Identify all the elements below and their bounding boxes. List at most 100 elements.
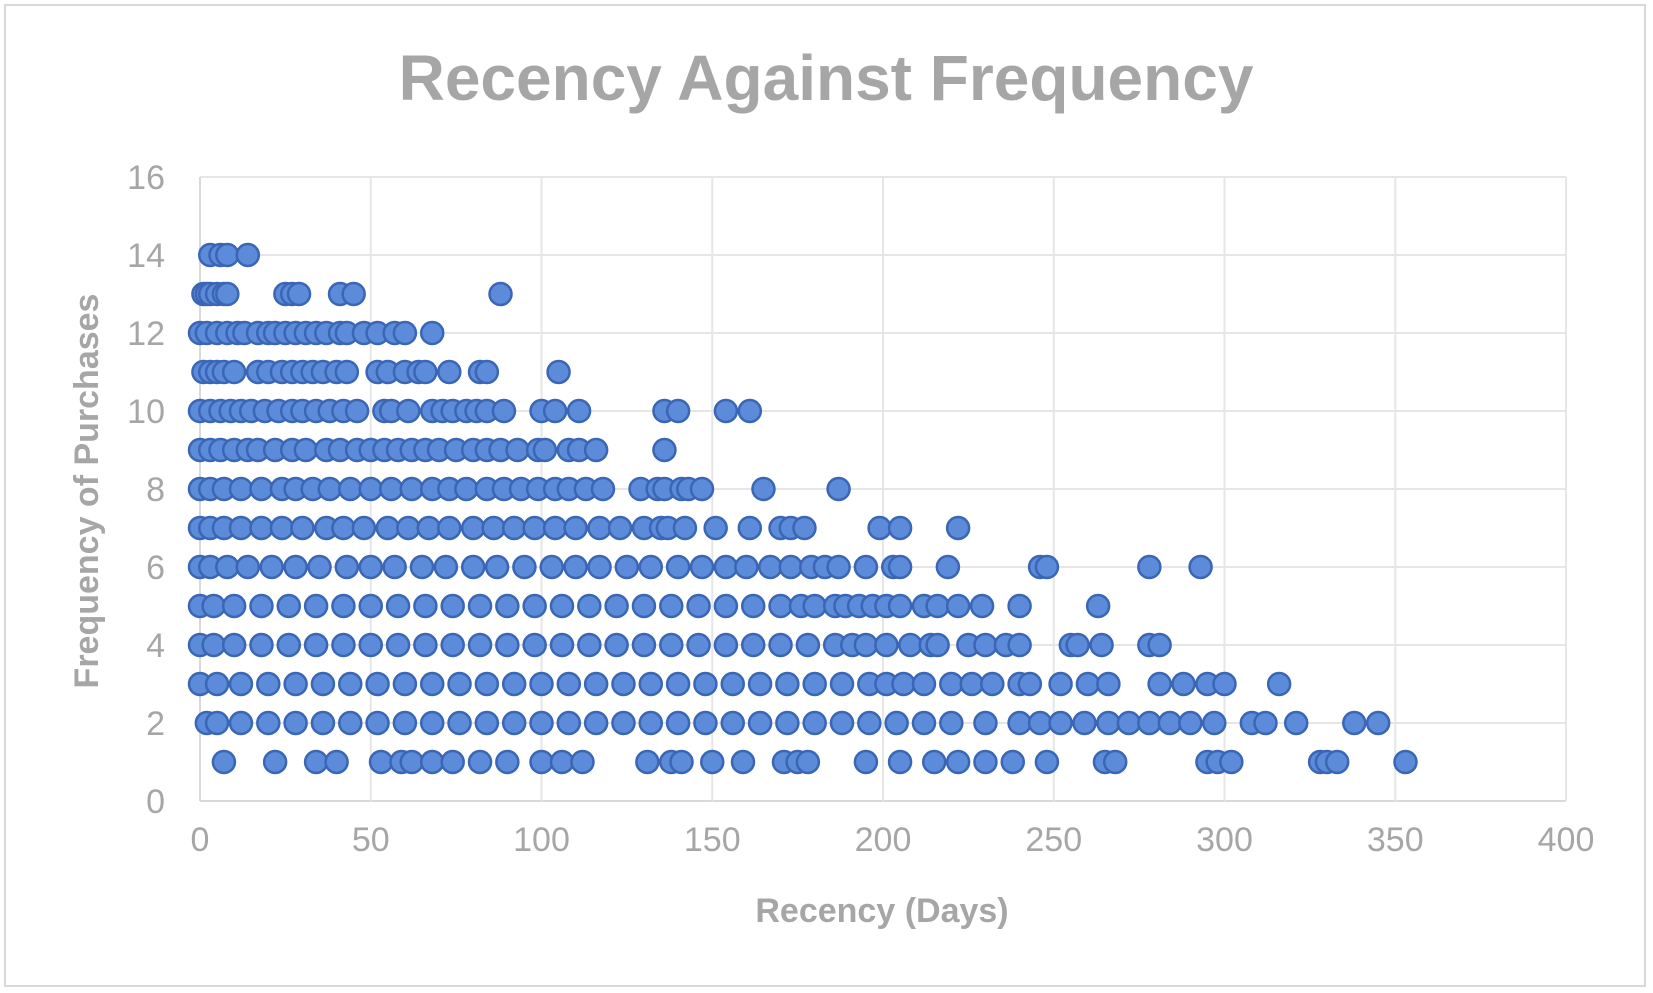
y-tick-label: 4 — [146, 627, 165, 665]
data-point — [338, 671, 363, 697]
y-tick-label: 16 — [127, 159, 165, 197]
data-point — [1017, 671, 1043, 697]
data-point — [1342, 710, 1367, 736]
x-tick-label: 300 — [1196, 821, 1253, 859]
data-point — [693, 710, 718, 736]
data-point — [945, 749, 971, 775]
data-point — [973, 632, 998, 658]
data-point — [1085, 593, 1111, 619]
data-point — [474, 710, 500, 736]
data-point — [215, 242, 240, 268]
data-point — [419, 749, 445, 775]
data-point — [583, 671, 609, 697]
data-point — [392, 710, 418, 736]
x-axis-ticks: 0 50 100 150 200 250 300 350 400 — [191, 821, 1595, 859]
data-point — [556, 671, 582, 697]
data-point — [331, 515, 356, 541]
data-point — [1075, 671, 1101, 697]
data-point — [802, 710, 827, 736]
data-point — [522, 515, 547, 541]
data-point — [1034, 749, 1060, 775]
data-point — [512, 554, 537, 580]
data-point — [331, 632, 356, 658]
data-point — [1089, 632, 1114, 658]
data-point — [887, 593, 913, 619]
data-point — [501, 710, 527, 736]
data-point — [604, 632, 629, 658]
data-point — [672, 515, 698, 541]
data-point — [778, 554, 804, 580]
data-point — [440, 593, 465, 619]
data-point — [611, 671, 636, 697]
x-tick-label: 250 — [1025, 821, 1082, 859]
data-point — [1219, 749, 1244, 775]
data-point — [1065, 632, 1090, 658]
data-point — [201, 632, 226, 658]
data-point — [973, 710, 998, 736]
chart-title: Recency Against Frequency — [399, 42, 1254, 114]
data-point — [259, 554, 284, 580]
x-tick-label: 100 — [513, 821, 570, 859]
data-point — [638, 554, 664, 580]
data-point — [686, 632, 711, 658]
data-point — [269, 515, 295, 541]
data-point — [460, 554, 486, 580]
data-point — [1178, 710, 1203, 736]
data-point — [440, 632, 465, 658]
data-point — [396, 515, 421, 541]
data-point — [215, 281, 240, 307]
data-point — [440, 749, 465, 775]
data-point — [324, 749, 349, 775]
data-point — [416, 515, 442, 541]
data-point — [563, 515, 588, 541]
data-point — [740, 632, 766, 658]
data-point — [495, 749, 520, 775]
y-tick-label: 6 — [146, 549, 165, 587]
data-point — [669, 749, 694, 775]
data-point — [969, 593, 995, 619]
data-point — [577, 593, 602, 619]
data-point — [768, 593, 793, 619]
data-point — [409, 554, 435, 580]
data-point — [303, 749, 329, 775]
data-point — [317, 476, 343, 502]
data-point — [549, 749, 575, 775]
data-point — [286, 281, 312, 307]
data-point — [495, 632, 520, 658]
data-point — [310, 671, 336, 697]
data-point — [228, 671, 254, 697]
data-point — [898, 632, 923, 658]
data-point — [1202, 710, 1227, 736]
data-point — [802, 593, 827, 619]
data-point — [290, 515, 315, 541]
data-point — [734, 554, 759, 580]
data-point — [396, 398, 421, 424]
y-axis-ticks: 0 2 4 6 8 10 12 14 16 — [127, 159, 165, 821]
data-point — [887, 749, 913, 775]
data-point — [495, 593, 520, 619]
data-point — [256, 710, 281, 736]
data-point — [467, 749, 493, 775]
data-point — [283, 710, 308, 736]
data-point — [419, 710, 445, 736]
x-tick-label: 150 — [684, 821, 741, 859]
data-point — [474, 671, 500, 697]
data-point — [583, 710, 609, 736]
data-point — [751, 476, 776, 502]
data-point — [1048, 671, 1073, 697]
data-point — [399, 476, 424, 502]
data-point — [539, 554, 564, 580]
data-point — [1171, 671, 1196, 697]
data-point — [1072, 710, 1097, 736]
data-point — [829, 671, 855, 697]
data-point — [631, 593, 657, 619]
data-point — [713, 398, 739, 424]
data-point — [1102, 749, 1128, 775]
data-point — [1188, 554, 1213, 580]
y-tick-label: 10 — [127, 393, 165, 431]
data-point — [522, 593, 547, 619]
data-point — [1096, 671, 1121, 697]
y-axis-title: Frequency of Purchases — [68, 294, 106, 689]
data-point — [221, 593, 247, 619]
